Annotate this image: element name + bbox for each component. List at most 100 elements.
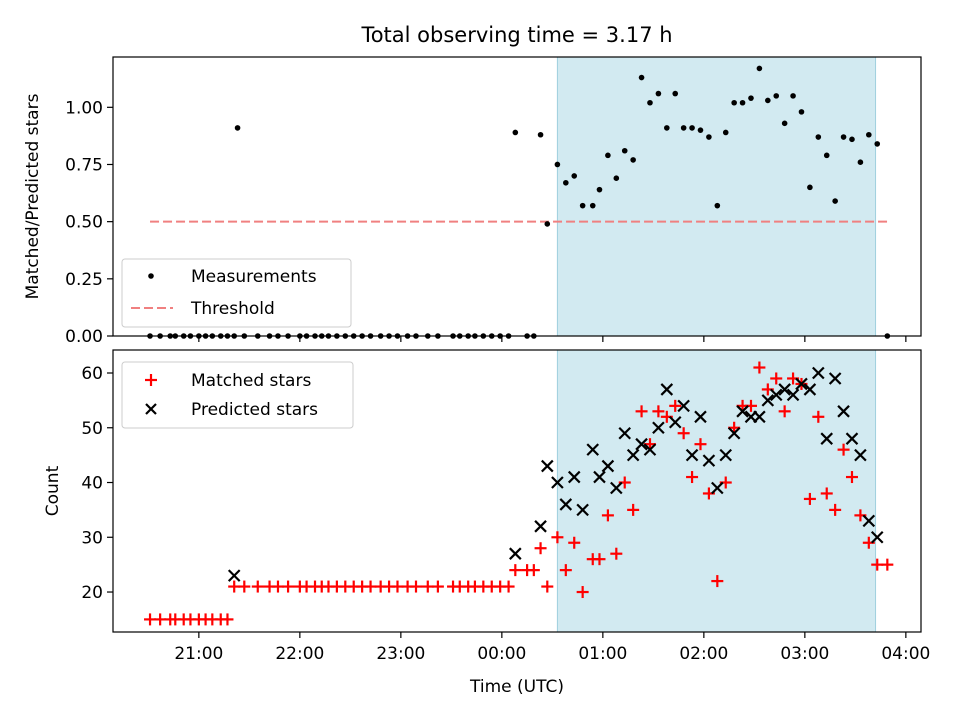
measurement-point <box>840 134 847 140</box>
measurement-point <box>790 93 796 99</box>
y-tick-label: 60 <box>81 364 103 384</box>
measurement-point <box>579 202 586 209</box>
matched-star-point <box>559 564 572 577</box>
x-tick-label: 04:00 <box>881 644 930 664</box>
measurement-point <box>512 129 519 136</box>
matched-star-point <box>694 438 707 451</box>
legend-label-predicted: Predicted stars <box>191 400 318 420</box>
matched-star-point <box>669 399 682 412</box>
predicted-star-point <box>736 405 749 418</box>
measurement-point <box>765 97 771 104</box>
matched-star-point <box>251 580 264 593</box>
matched-star-point <box>502 580 515 593</box>
predicted-star-point <box>786 388 800 402</box>
predicted-star-point <box>753 410 766 424</box>
matched-star-point <box>364 580 377 593</box>
predicted-star-point <box>610 481 623 495</box>
measurement-point <box>731 99 737 106</box>
legend-label-matched: Matched stars <box>191 371 311 391</box>
chart-title: Total observing time = 3.17 h <box>360 23 672 47</box>
measurement-point <box>596 186 603 193</box>
measurement-point <box>697 127 704 133</box>
matched-star-point <box>677 427 690 440</box>
measurement-point <box>638 74 645 81</box>
y-axis-ticks: 20 30 40 50 60 <box>81 364 113 603</box>
predicted-star-point <box>626 448 640 462</box>
matched-star-point <box>144 613 157 626</box>
measurement-point <box>781 120 788 127</box>
matched-star-point <box>534 542 547 555</box>
measurement-point <box>571 173 578 179</box>
matched-star-point <box>391 580 404 593</box>
matched-star-point <box>576 586 589 599</box>
predicted-star-point <box>660 383 674 396</box>
matched-star-point <box>228 580 241 593</box>
top-panel: 0.00 0.25 0.50 0.75 1.00 Matched/Predicted s… <box>23 56 922 347</box>
x-tick-label: 22:00 <box>275 644 324 664</box>
measurement-point <box>664 125 670 131</box>
predicted-star-point <box>551 476 564 489</box>
matched-star-point <box>593 553 606 566</box>
measurement-point <box>815 134 822 140</box>
predicted-star-point <box>677 399 690 413</box>
predicted-star-point <box>854 448 867 462</box>
measurement-point <box>739 99 746 106</box>
matched-star-points <box>144 361 894 626</box>
matched-star-point <box>753 361 766 374</box>
measurement-point <box>756 65 763 72</box>
predicted-star-point <box>828 372 842 385</box>
matched-star-point <box>238 580 251 593</box>
y-tick-label: 1.00 <box>65 98 103 118</box>
y-tick-label: 0.50 <box>65 213 103 233</box>
predicted-star-point <box>812 366 825 380</box>
measurement-point <box>798 109 805 115</box>
measurement-point <box>234 125 241 131</box>
measurement-point <box>714 202 721 209</box>
predicted-star-point <box>618 426 632 440</box>
predicted-star-point <box>227 569 241 582</box>
predicted-star-point <box>635 437 648 451</box>
matched-star-point <box>837 443 850 456</box>
y-axis-label: Count <box>43 465 63 516</box>
predicted-star-point <box>576 503 589 517</box>
measurement-point <box>706 134 712 140</box>
matched-star-point <box>778 405 791 418</box>
predicted-star-point <box>870 530 884 544</box>
measurement-point <box>849 136 855 143</box>
measurement-point <box>672 90 679 97</box>
predicted-star-point <box>593 470 606 484</box>
matched-star-point <box>431 580 444 593</box>
predicted-star-point <box>643 443 657 456</box>
measurement-point <box>655 90 662 97</box>
y-tick-label: 20 <box>81 583 103 603</box>
predicted-star-point <box>601 459 615 473</box>
legend-box <box>121 258 352 328</box>
measurement-point <box>544 221 551 227</box>
predicted-star-point <box>567 470 581 484</box>
matched-star-point <box>845 471 858 484</box>
matched-star-point <box>635 405 648 418</box>
legend-marker-measurements <box>148 273 154 279</box>
plot-frame <box>112 56 922 337</box>
predicted-star-point <box>702 454 716 467</box>
matched-star-point <box>421 580 434 593</box>
measurement-point <box>589 202 596 209</box>
y-tick-label: 40 <box>81 474 103 494</box>
x-tick-label: 23:00 <box>376 644 425 664</box>
measurement-point <box>689 125 695 131</box>
legend-label-measurements: Measurements <box>191 267 317 287</box>
matched-star-point <box>221 613 234 626</box>
predicted-star-point <box>652 421 665 435</box>
predicted-star-point <box>845 432 859 445</box>
predicted-star-point <box>862 514 876 528</box>
y-axis-label: Matched/Predicted stars <box>23 93 43 299</box>
matched-star-point <box>527 564 540 577</box>
bottom-panel: 20 30 40 50 60 21:00 22:00 23:00 00:00 01:00 02:0… <box>43 349 930 697</box>
measurement-point <box>832 198 838 204</box>
matched-star-point <box>711 575 724 588</box>
matched-star-point <box>770 372 783 385</box>
matched-star-point <box>551 531 564 544</box>
matched-star-point <box>627 503 640 516</box>
predicted-star-point <box>795 377 808 391</box>
predicted-star-point <box>559 498 573 511</box>
